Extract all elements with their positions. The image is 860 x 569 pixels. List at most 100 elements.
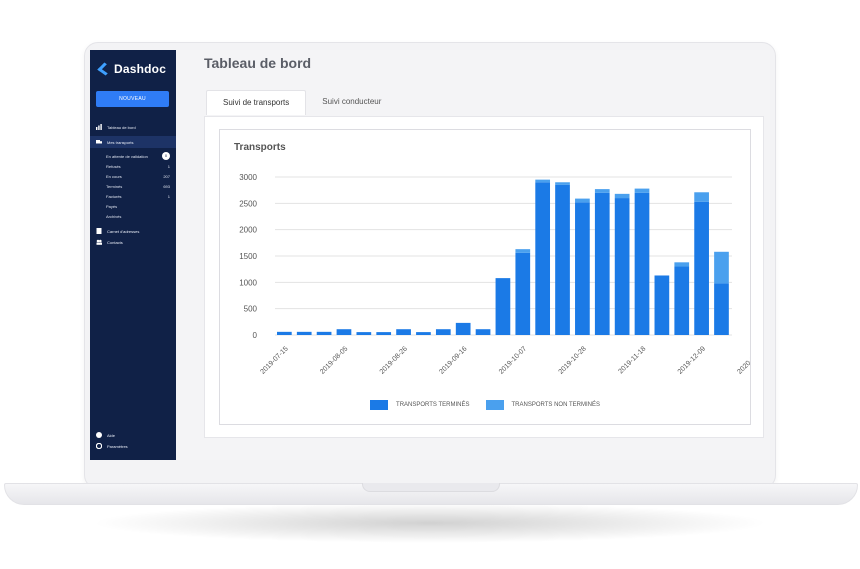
sidebar-item-label: Carnet d'adresses [107, 228, 140, 234]
y-tick-label: 1500 [239, 252, 257, 261]
sidebar-item-contacts[interactable]: Contacts [90, 236, 176, 248]
subitem-label: Refusés [106, 163, 121, 169]
bar-chart: 0 500 1000 1500 2000 2500 3000 2019-07-15 2019-0… [239, 173, 750, 376]
subitem-label: Payés [106, 203, 118, 209]
subitem-pending[interactable]: En attente de validation 0 [106, 151, 170, 161]
y-tick-label: 1000 [239, 278, 257, 287]
logo[interactable]: Dashdoc [97, 62, 166, 76]
y-tick-label: 500 [244, 305, 258, 314]
subitem-label: En cours [106, 173, 122, 179]
bar-not-done [634, 188, 650, 193]
bar-done [515, 252, 531, 335]
y-tick-label: 2500 [239, 199, 257, 208]
sidebar-item-label: Contacts [107, 239, 123, 245]
bar-done [495, 278, 511, 335]
bar-done [594, 192, 610, 335]
chart-card: Transports 0 500 1000 1500 2000 2500 3000 2019-… [219, 129, 751, 425]
bar-done [356, 332, 372, 335]
bar-done [555, 184, 570, 335]
subitem-ongoing[interactable]: En cours 207 [106, 171, 170, 181]
sidebar-item-label: Tableau de bord [107, 124, 136, 130]
truck-icon [96, 140, 102, 144]
x-tick-label: 2019-11-18 [618, 345, 648, 375]
bar-not-done [714, 251, 729, 284]
legend-item-done[interactable]: TRANSPORTS TERMINÉS [370, 400, 470, 410]
sidebar-item-transports[interactable]: Mes transports [90, 136, 176, 148]
bar-not-done [594, 189, 610, 193]
subitem-invoiced[interactable]: Facturés 1 [106, 191, 170, 201]
legend-item-not-done[interactable]: TRANSPORTS NON TERMINÉS [485, 400, 600, 410]
book-icon [96, 228, 102, 234]
subitem-label: Terminés [106, 183, 123, 189]
bar-done [654, 275, 670, 335]
bar-done [435, 329, 451, 335]
bar-not-done [575, 198, 590, 203]
bar-done [277, 331, 292, 335]
bar-not-done [674, 262, 690, 267]
gear-icon [96, 443, 102, 449]
bar-done [376, 332, 392, 335]
legend-swatch [485, 400, 504, 410]
bar-done [674, 266, 690, 335]
sidebar-item-label: Aide [107, 432, 116, 438]
bar-done [336, 329, 352, 335]
subitem-refused[interactable]: Refusés 1 [106, 161, 170, 171]
bar-done [614, 198, 630, 335]
count-badge: 0 [162, 152, 170, 160]
bar-done [475, 329, 491, 335]
laptop-shadow [90, 503, 770, 543]
legend-label: TRANSPORTS TERMINÉS [396, 402, 470, 408]
subitem-label: Facturés [106, 193, 122, 199]
bar-not-done [535, 179, 551, 183]
subitem-paid[interactable]: Payés [106, 201, 170, 211]
bar-not-done [515, 249, 531, 253]
subitem-label: En attente de validation [106, 153, 148, 159]
main-content: Tableau de bord Suivi de transports Suiv… [176, 50, 770, 460]
bar-done [416, 332, 431, 335]
logo-icon [97, 62, 113, 76]
bar-done [535, 182, 551, 335]
y-tick-label: 3000 [239, 173, 257, 182]
bar-done [714, 283, 729, 335]
subitem-count: 1 [167, 163, 170, 169]
screen: Dashdoc NOUVEAU Tableau de bord Mes tran… [90, 50, 770, 460]
x-tick-label: 2019-10-07 [498, 345, 528, 375]
users-icon [96, 239, 102, 245]
x-tick-label: 2020-01-13 [736, 345, 750, 375]
x-tick-label: 2019-08-05 [319, 345, 349, 375]
subitem-archived[interactable]: Archivés [106, 211, 170, 221]
sidebar-item-address-book[interactable]: Carnet d'adresses [90, 225, 176, 237]
sidebar-item-dashboard[interactable]: Tableau de bord [90, 121, 176, 133]
x-tick-label: 2019-07-15 [259, 345, 289, 375]
sidebar-item-settings[interactable]: Paramètres [90, 440, 176, 452]
subitem-count: 693 [163, 183, 170, 189]
tab-transport-tracking[interactable]: Suivi de transports [206, 90, 307, 115]
bar-not-done [614, 193, 630, 199]
page-title: Tableau de bord [204, 55, 312, 71]
new-button[interactable]: NOUVEAU [96, 91, 169, 107]
x-tick-label: 2019-12-09 [677, 345, 707, 375]
legend-swatch [370, 400, 389, 410]
x-tick-label: 2019-10-28 [558, 345, 588, 375]
bar-done [575, 202, 590, 335]
sidebar-item-label: Mes transports [107, 139, 134, 145]
subitem-count: 207 [163, 173, 170, 179]
bar-not-done [694, 192, 709, 202]
subitem-count: 1 [167, 193, 170, 199]
x-tick-label: 2019-09-16 [438, 345, 468, 375]
bar-done [455, 322, 471, 335]
bar-done [296, 331, 312, 335]
chart-icon [96, 124, 102, 130]
bar-done [396, 329, 411, 335]
tab-panel: Transports 0 500 1000 1500 2000 2500 3000 2019-… [204, 116, 764, 438]
subitem-done[interactable]: Terminés 693 [106, 181, 170, 191]
y-tick-label: 0 [253, 331, 258, 340]
tab-driver-tracking[interactable]: Suivi conducteur [322, 97, 382, 106]
x-tick-label: 2019-08-26 [379, 345, 409, 375]
bar-not-done [555, 182, 570, 185]
sidebar-item-help[interactable]: Aide [90, 429, 176, 441]
laptop-notch [362, 483, 500, 492]
bar-done [634, 192, 650, 335]
subitem-label: Archivés [106, 213, 122, 219]
bar-done [694, 201, 709, 335]
